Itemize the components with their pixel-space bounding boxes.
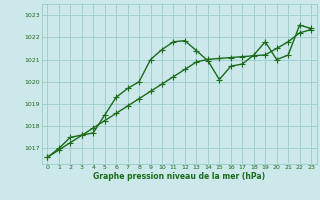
X-axis label: Graphe pression niveau de la mer (hPa): Graphe pression niveau de la mer (hPa): [93, 172, 265, 181]
